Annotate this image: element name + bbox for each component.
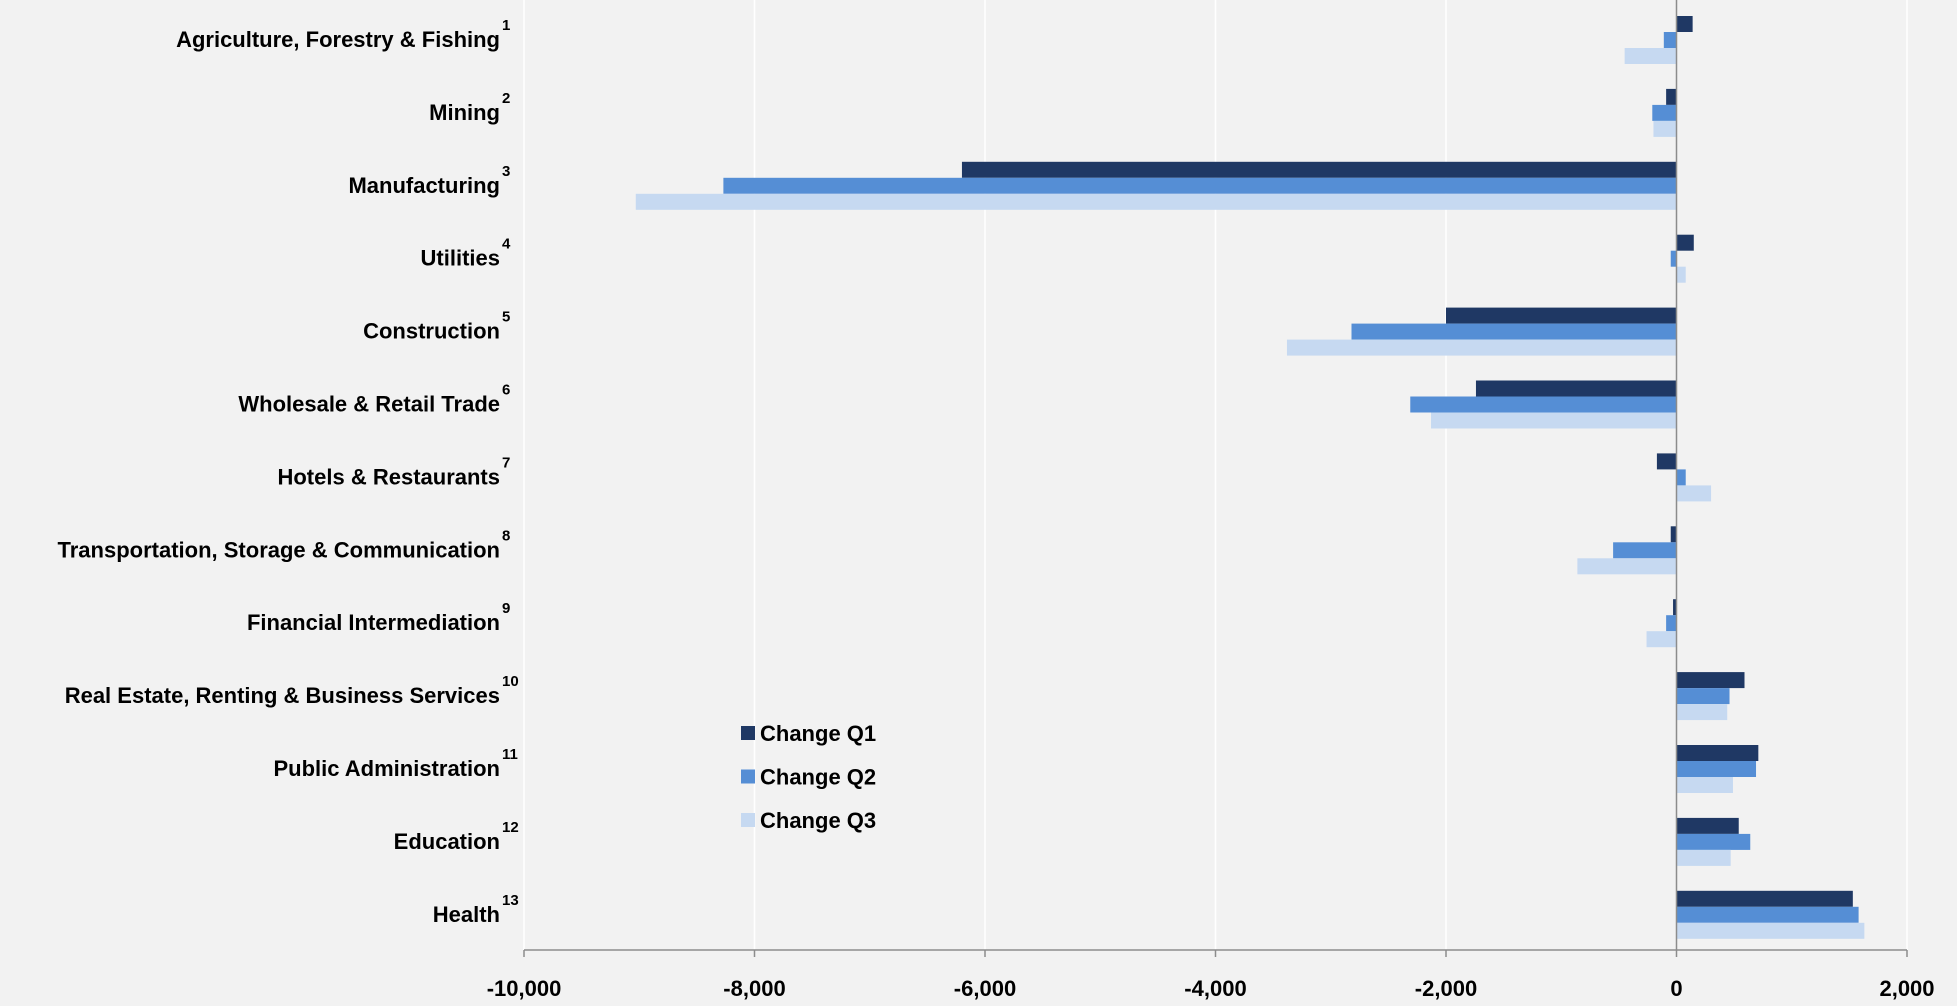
x-tick-label: -4,000 [1184, 976, 1246, 1001]
legend-swatch [741, 769, 755, 784]
bar [1676, 672, 1745, 689]
bar [1676, 745, 1759, 761]
category-footnote: 2 [502, 90, 510, 107]
category-label: Agriculture, Forestry & Fishing [176, 27, 500, 52]
legend-swatch [741, 726, 755, 740]
category-footnote: 10 [502, 673, 519, 690]
bar [1676, 16, 1693, 32]
bar [1666, 88, 1677, 105]
category-footnote: 8 [502, 527, 510, 544]
bar [1676, 849, 1731, 866]
bar [1676, 688, 1730, 705]
category-footnote: 4 [502, 236, 511, 253]
bar [1676, 833, 1751, 850]
bar [1446, 307, 1677, 324]
bar [1676, 485, 1712, 502]
category-label: Real Estate, Renting & Business Services [65, 683, 500, 708]
bar [1670, 526, 1677, 543]
bar [1676, 890, 1853, 907]
category-footnote: 5 [502, 309, 510, 326]
bar [1624, 48, 1677, 64]
category-label: Health [433, 902, 500, 927]
bars [635, 16, 1865, 939]
bar [1351, 323, 1677, 340]
category-footnote: 1 [502, 17, 510, 34]
legend: Change Q1 Change Q2 Change Q3 [741, 721, 876, 833]
bar [635, 193, 1677, 210]
bar [1475, 380, 1677, 397]
bar [1676, 922, 1865, 939]
bar [1676, 234, 1694, 251]
bar [1656, 453, 1677, 470]
grid-lines [523, 0, 1908, 950]
bar [1670, 250, 1677, 267]
category-label: Transportation, Storage & Communication [58, 537, 500, 562]
bar [1577, 558, 1677, 575]
category-label: Construction [363, 319, 500, 344]
category-label: Mining [429, 100, 500, 125]
bar [1666, 615, 1677, 632]
category-footnote: 7 [502, 454, 510, 471]
bar [723, 177, 1677, 194]
bar [1653, 120, 1677, 137]
bar [1676, 704, 1728, 721]
category-label: Hotels & Restaurants [277, 464, 500, 489]
category-footnote: 13 [502, 892, 519, 909]
bar [1676, 469, 1686, 486]
category-label: Education [394, 829, 500, 854]
x-tick-label: 2,000 [1879, 976, 1934, 1001]
x-tick-label: -6,000 [954, 976, 1016, 1001]
category-label: Wholesale & Retail Trade [238, 392, 500, 417]
bar [1613, 542, 1677, 559]
bar [1652, 104, 1677, 121]
legend-label: Change Q2 [760, 765, 876, 790]
bar [1676, 761, 1757, 777]
category-footnote: 9 [502, 600, 510, 617]
x-tick-labels: -10,000 -8,000 -6,000 -4,000 -2,000 0 2,000 [487, 976, 1935, 1001]
x-tick-label: -8,000 [723, 976, 785, 1001]
bar [961, 161, 1677, 178]
legend-label: Change Q3 [760, 808, 876, 833]
bar [1676, 906, 1859, 923]
bar [1286, 339, 1677, 356]
bar [1676, 266, 1686, 283]
category-footnote: 3 [502, 163, 510, 180]
bar [1676, 817, 1739, 834]
x-tick-label: -10,000 [487, 976, 562, 1001]
category-label: Utilities [421, 246, 500, 271]
bar [1646, 631, 1677, 648]
legend-swatch [741, 813, 755, 827]
x-tick-label: 0 [1670, 976, 1682, 1001]
category-footnote: 6 [502, 382, 510, 399]
x-tick-label: -2,000 [1415, 976, 1477, 1001]
bar [1676, 777, 1733, 793]
category-footnote: 11 [502, 746, 518, 763]
category-label: Public Administration [273, 756, 500, 781]
bar [1673, 599, 1677, 616]
bar [1663, 32, 1677, 48]
legend-label: Change Q1 [760, 721, 876, 746]
category-label: Financial Intermediation [247, 610, 500, 635]
axes [523, 0, 1908, 957]
category-label: Manufacturing [348, 173, 500, 198]
category-footnote: 12 [502, 819, 519, 836]
bar [1431, 412, 1677, 429]
bar [1410, 396, 1677, 413]
